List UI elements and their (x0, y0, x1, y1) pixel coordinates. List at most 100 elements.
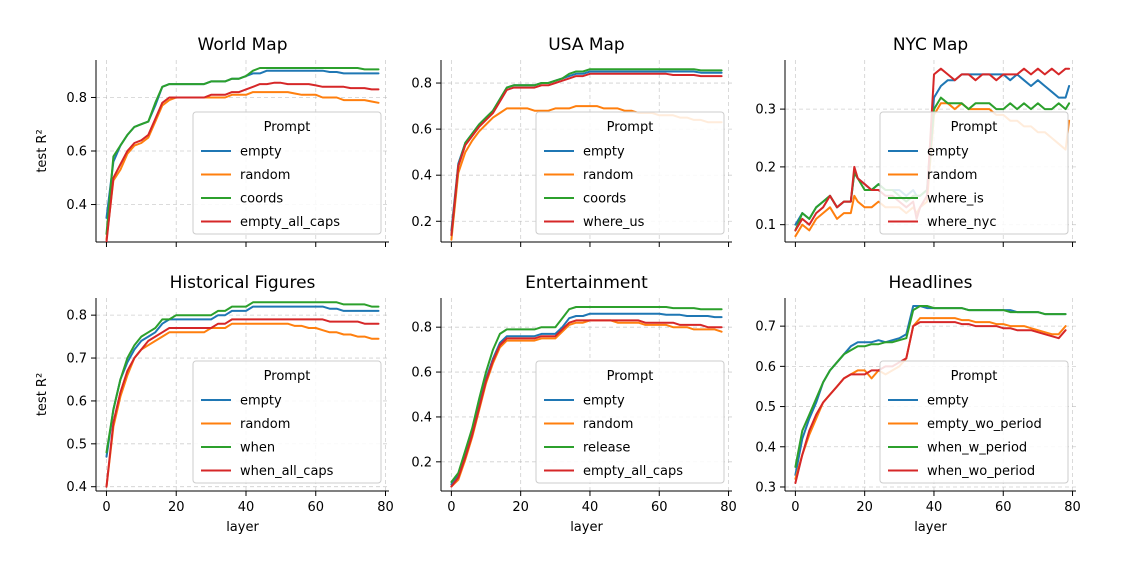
y-axis-label: test R² (35, 129, 50, 172)
series-line-empty-all-caps (105, 81, 380, 242)
legend-label: empty (927, 145, 969, 160)
legend-label: where_nyc (927, 215, 997, 230)
y-tick-label: 0.8 (411, 321, 432, 336)
legend-label: empty_wo_period (927, 417, 1042, 432)
x-tick-label: 0 (447, 500, 455, 515)
series-line-where-us (450, 72, 723, 237)
subplot-4: 0 20 40 60 80 0.4 0.5 0.6 0.7 0.8 Historical Figur… (35, 273, 394, 535)
x-axis-label: layer (570, 520, 603, 535)
x-tick-label: 60 (995, 500, 1012, 515)
series-line-when (105, 301, 380, 454)
x-axis-label: layer (914, 520, 947, 535)
legend-frame (879, 111, 1069, 235)
legend-frame (535, 360, 725, 484)
x-tick-label: 60 (307, 500, 324, 515)
chart-title: Headlines (889, 273, 973, 293)
y-tick-label: 0.2 (755, 160, 776, 175)
y-tick-label: 0.8 (66, 309, 87, 324)
y-tick-label: 0.8 (66, 91, 87, 106)
legend-label: where_is (927, 192, 984, 207)
chart-title: Historical Figures (170, 273, 316, 293)
y-tick-label: 0.5 (66, 437, 87, 452)
y-tick-label: 0.4 (66, 198, 87, 213)
x-tick-label: 20 (168, 500, 185, 515)
legend: Prompt empty random release empty_all_caps (535, 360, 725, 484)
legend-label: empty (240, 145, 282, 160)
x-tick-label: 20 (856, 500, 873, 515)
legend-title: Prompt (951, 120, 998, 135)
legend-label: empty (583, 394, 625, 409)
chart-title: Entertainment (525, 273, 648, 293)
series-line-empty (105, 305, 380, 458)
x-axis-label: layer (226, 520, 259, 535)
y-tick-label: 0.6 (411, 366, 432, 381)
y-tick-label: 0.6 (755, 360, 776, 375)
y-tick-label: 0.4 (411, 410, 432, 425)
legend-frame (879, 360, 1069, 484)
subplot-1: 0.4 0.6 0.8 World Map test R² Prompt empty rand… (35, 35, 389, 247)
series-line-release (450, 306, 723, 483)
y-tick-label: 0.6 (66, 394, 87, 409)
legend: Prompt empty empty_wo_period when_w_periodw… (879, 360, 1069, 484)
legend-label: random (240, 168, 290, 183)
legend-frame (535, 111, 725, 235)
legend-frame (192, 111, 382, 235)
legend-title: Prompt (607, 369, 654, 384)
x-tick-label: 60 (651, 500, 668, 515)
series-line-random (105, 91, 380, 241)
legend-label: when_w_period (927, 441, 1027, 456)
legend-title: Prompt (951, 369, 998, 384)
legend: Prompt empty random coords where_us (535, 111, 725, 235)
legend-label: random (240, 417, 290, 432)
y-tick-label: 0.2 (411, 215, 432, 230)
y-tick-label: 0.4 (411, 169, 432, 184)
x-tick-label: 20 (512, 500, 529, 515)
y-tick-label: 0.6 (66, 145, 87, 160)
x-tick-label: 40 (238, 500, 255, 515)
series-line-when-w-period (794, 305, 1067, 468)
legend-label: when (240, 441, 275, 456)
legend-label: release (583, 441, 630, 456)
x-tick-label: 40 (926, 500, 943, 515)
y-tick-label: 0.5 (755, 400, 776, 415)
y-tick-label: 0.2 (411, 455, 432, 470)
series-line-when-wo-period (794, 321, 1067, 484)
legend-title: Prompt (264, 369, 311, 384)
legend-label: where_us (583, 215, 645, 230)
legend-title: Prompt (607, 120, 654, 135)
legend-title: Prompt (264, 120, 311, 135)
subplot-2: 0.2 0.4 0.6 0.8 USA Map Prompt empty random coor… (411, 35, 732, 247)
legend-label: random (583, 417, 633, 432)
legend-frame (192, 360, 382, 484)
series-line-coords (450, 68, 723, 237)
y-tick-label: 0.8 (411, 77, 432, 92)
legend-label: when_wo_period (927, 464, 1035, 479)
y-tick-label: 0.4 (755, 440, 776, 455)
y-tick-label: 0.4 (66, 480, 87, 495)
series-line-random (105, 322, 380, 488)
series-line-when-all-caps (105, 318, 380, 488)
legend-label: empty_all_caps (240, 215, 340, 230)
legend: Prompt empty random coords empty_all_caps (192, 111, 382, 235)
legend-label: empty (927, 394, 969, 409)
y-axis-label: test R² (35, 373, 50, 416)
y-tick-label: 0.7 (66, 352, 87, 367)
legend-label: empty (240, 394, 282, 409)
y-tick-label: 0.3 (755, 480, 776, 495)
y-tick-label: 0.3 (755, 103, 776, 118)
legend: Prompt empty random when when_all_caps (192, 360, 382, 484)
legend-label: empty_all_caps (583, 464, 683, 479)
legend-label: random (927, 168, 977, 183)
legend-label: when_all_caps (240, 464, 334, 479)
legend-label: empty (583, 145, 625, 160)
y-tick-label: 0.6 (411, 123, 432, 138)
x-tick-label: 0 (791, 500, 799, 515)
legend: Prompt empty random where_is where_nyc (879, 111, 1069, 235)
x-tick-label: 80 (720, 500, 737, 515)
legend-label: coords (240, 192, 283, 207)
subplot-3: 0.1 0.2 0.3 NYC Map Prompt empty random where_i… (755, 35, 1076, 247)
legend-label: random (583, 168, 633, 183)
subplot-6: 0 20 40 60 80 0.3 0.4 0.5 0.6 0.7 Headlines layer Pr… (755, 273, 1080, 535)
series-line-empty-all-caps (450, 319, 723, 488)
